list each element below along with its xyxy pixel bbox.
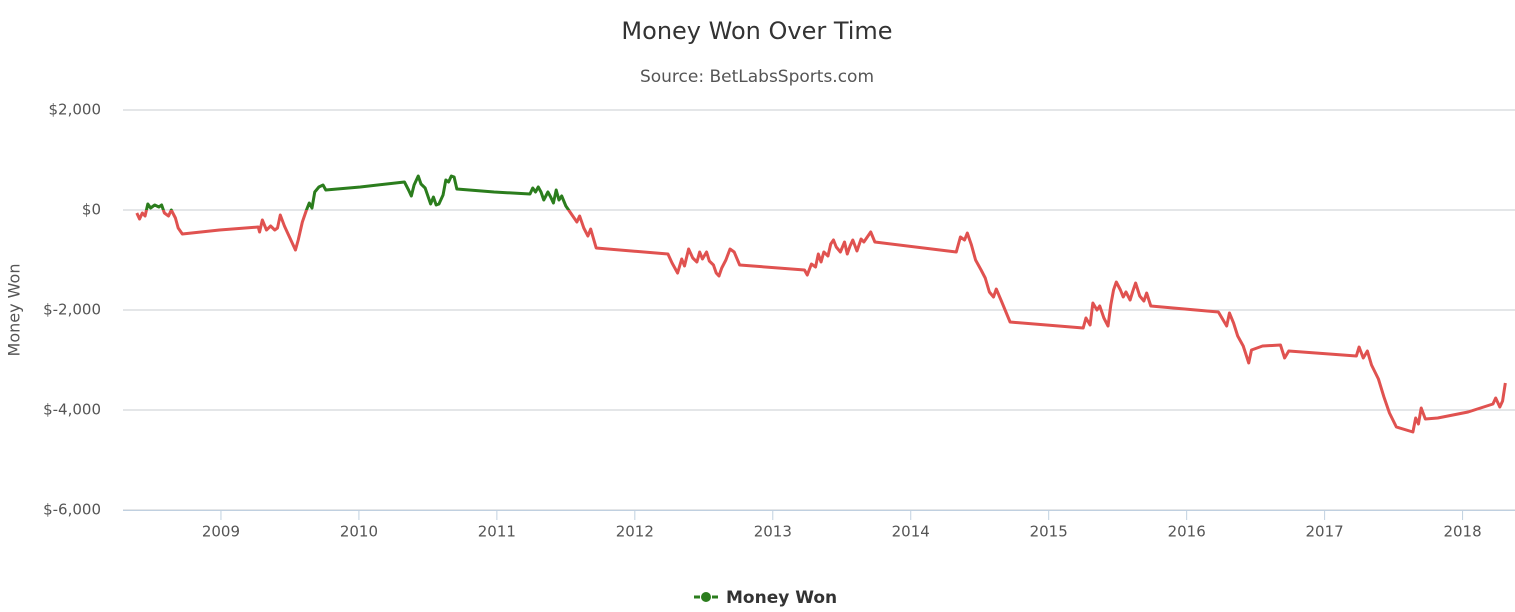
y-axis-title: Money Won [5, 264, 24, 357]
x-tick-label: 2015 [1030, 523, 1068, 541]
y-tick-label: $-4,000 [43, 401, 101, 419]
x-tick-label: 2018 [1443, 523, 1481, 541]
legend-item[interactable]: Money Won [694, 588, 837, 608]
chart-title: Money Won Over Time [621, 17, 892, 45]
line-negative [135, 210, 1507, 434]
chart-subtitle: Source: BetLabsSports.com [640, 67, 874, 87]
legend-label: Money Won [726, 588, 837, 608]
x-tick-label: 2014 [892, 523, 930, 541]
legend-marker [701, 592, 711, 602]
x-tick-label: 2011 [478, 523, 516, 541]
line-positive [144, 174, 571, 210]
x-tick-label: 2010 [340, 523, 378, 541]
x-tick-label: 2017 [1306, 523, 1344, 541]
x-tick-label: 2016 [1168, 523, 1206, 541]
y-tick-label: $-2,000 [43, 301, 101, 319]
y-tick-label: $2,000 [49, 101, 102, 119]
y-tick-label: $-6,000 [43, 501, 101, 519]
x-tick-label: 2009 [202, 523, 240, 541]
x-tick-label: 2012 [616, 523, 654, 541]
x-tick-label: 2013 [754, 523, 792, 541]
y-tick-label: $0 [82, 201, 101, 219]
